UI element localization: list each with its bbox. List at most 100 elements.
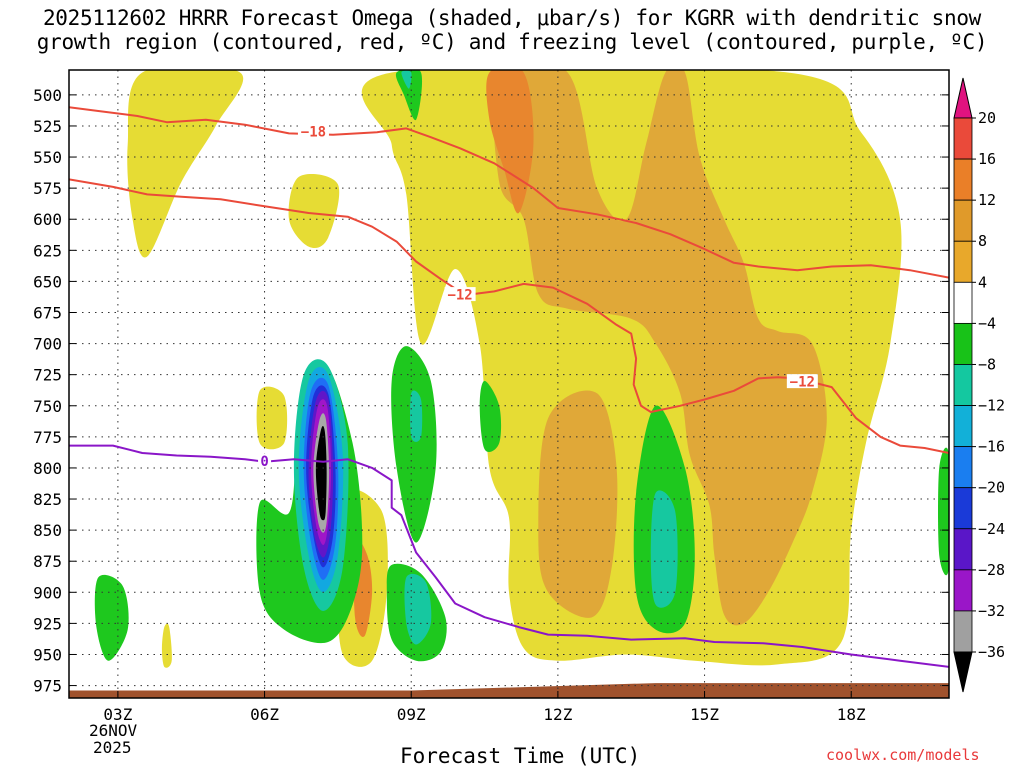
y-tick-label-800: 800 [33,459,62,478]
contour-line-0 [69,106,949,279]
x-tick-label-12Z: 12Z [543,705,572,724]
y-tick-label-750: 750 [33,397,62,416]
colorbar-bin-5 [953,281,973,324]
colorbar-arrow-top [953,77,973,119]
terrain-surface [69,683,949,698]
y-tick-label-975: 975 [33,677,62,696]
colorbar-bin-4 [953,240,973,283]
y-tick-label-550: 550 [33,148,62,167]
omega-region-15 [94,574,129,661]
omega-region-12 [479,380,502,453]
y-tick-label-700: 700 [33,335,62,354]
terrain-fill [69,683,949,698]
credit-text: coolwx.com/models [826,746,980,764]
omega-region-17 [938,447,949,576]
x-axis-title: Forecast Time (UTC) [400,744,641,768]
y-tick-label-600: 600 [33,210,62,229]
y-tick-label-725: 725 [33,366,62,385]
omega-region-29 [315,425,327,521]
omega-shading [94,70,949,668]
colorbar-bin-11 [953,528,973,571]
omega-region-6 [493,70,827,626]
contour-label-3: 0 [260,454,268,470]
date-label-year: 2025 [93,738,132,757]
colorbar-label-3: 8 [978,232,987,250]
title-line-2: growth region (contoured, red, ºC) and f… [36,30,988,54]
y-axis-ticks: 500 525 550 575 600 625 650 675 700 725 750 775 800 8… [33,86,949,696]
colorbar-label-12: −32 [978,602,1005,620]
y-tick-label-825: 825 [33,490,62,509]
contour-label-1: −12 [447,288,472,304]
y-tick-label-650: 650 [33,272,62,291]
x-tick-label-09Z: 09Z [397,705,426,724]
y-tick-label-675: 675 [33,303,62,322]
colorbar-label-6: −8 [978,355,996,373]
colorbar-label-8: −16 [978,438,1005,456]
colorbar-bin-9 [953,446,973,489]
omega-region-11 [391,346,437,543]
omega-region-8 [486,70,534,214]
y-tick-label-850: 850 [33,521,62,540]
colorbar-bin-7 [953,364,973,406]
dotted-grid [69,70,949,698]
colorbar-label-11: −28 [978,561,1005,579]
colorbar-label-1: 16 [978,150,996,168]
contour-labels: −18 −12 −12 0 [258,124,818,470]
contour-label-bg-0 [297,124,329,139]
colorbar: 20 16 12 8 4 −4 −8 −12 −16 −20 −24 −28 −32 −36 [953,77,1005,693]
y-tick-label-525: 525 [33,117,62,136]
date-label-day: 26NOV [89,721,138,740]
x-tick-label-15Z: 15Z [690,705,719,724]
x-axis-ticks: 03Z 06Z 09Z 12Z 15Z 18Z [103,691,866,724]
omega-region-7 [538,390,618,618]
colorbar-label-5: −4 [978,314,996,332]
y-tick-label-925: 925 [33,614,62,633]
colorbar-label-13: −36 [978,643,1005,661]
omega-region-5 [161,623,172,668]
omega-region-0 [127,70,244,258]
colorbar-label-10: −24 [978,520,1005,538]
colorbar-arrow-bottom [953,651,973,693]
plot-frame [68,69,950,699]
colorbar-bin-2 [953,158,973,201]
plot-area [69,70,949,698]
colorbar-bin-8 [953,405,973,448]
omega-region-19 [410,390,423,442]
title-line-1: 2025112602 HRRR Forecast Omega (shaded, … [42,6,982,30]
y-tick-label-625: 625 [33,241,62,260]
colorbar-bin-3 [953,199,973,242]
colorbar-bin-12 [953,569,973,612]
chart-title: 2025112602 HRRR Forecast Omega (shaded, … [0,6,1024,54]
colorbar-bin-1 [953,117,973,160]
colorbar-label-2: 12 [978,191,996,209]
contour-label-0: −18 [301,125,326,141]
x-tick-label-03Z: 03Z [103,705,132,724]
y-tick-label-500: 500 [33,86,62,105]
y-tick-label-900: 900 [33,583,62,602]
x-tick-label-06Z: 06Z [250,705,279,724]
contour-line-3 [69,444,949,668]
omega-region-20 [650,490,678,608]
contour-label-bg-1 [444,287,476,302]
contour-label-bg-3 [258,453,272,468]
colorbar-label-9: −20 [978,479,1005,497]
y-tick-label-950: 950 [33,645,62,664]
colorbar-label-4: 4 [978,273,987,291]
omega-region-3 [256,386,288,450]
colorbar-bin-13 [953,610,973,653]
contour-label-bg-2 [786,374,818,389]
colorbar-label-7: −12 [978,397,1005,415]
omega-region-1 [288,174,340,249]
omega-region-21 [401,70,412,89]
colorbar-bin-6 [953,322,973,365]
colorbar-bin-10 [953,487,973,530]
y-tick-label-575: 575 [33,179,62,198]
y-tick-label-775: 775 [33,428,62,447]
x-tick-label-18Z: 18Z [837,705,866,724]
colorbar-label-0: 20 [978,109,996,127]
omega-region-18 [404,573,432,645]
y-tick-label-875: 875 [33,552,62,571]
omega-region-10 [395,70,423,121]
contour-label-2: −12 [790,375,815,391]
